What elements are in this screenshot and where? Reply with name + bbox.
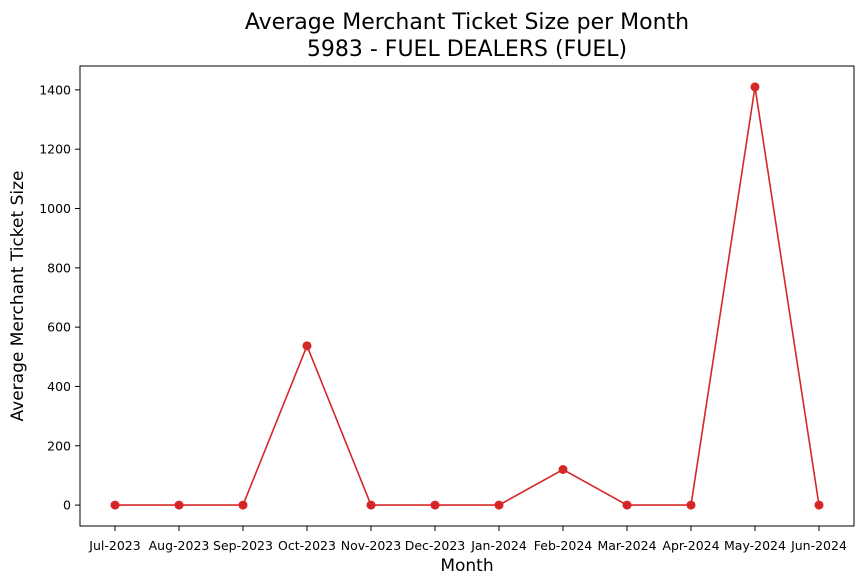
x-tick-label: Jul-2023 (88, 538, 140, 553)
y-tick-label: 1000 (39, 201, 71, 216)
x-tick-label: May-2024 (724, 538, 786, 553)
chart-title: Average Merchant Ticket Size per Month (245, 10, 689, 35)
data-point (814, 500, 824, 510)
x-tick-label: Apr-2024 (662, 538, 719, 553)
y-tick-label: 600 (47, 320, 71, 335)
data-point (110, 500, 120, 510)
data-point (558, 465, 568, 475)
x-tick-label: Feb-2024 (534, 538, 593, 553)
data-point (174, 500, 184, 510)
y-tick-label: 0 (63, 498, 71, 513)
x-tick-label: Oct-2023 (278, 538, 336, 553)
data-point (302, 341, 312, 351)
data-point (686, 500, 696, 510)
x-axis: Jul-2023 Aug-2023 Sep-2023 Oct-2023 Nov-2023… (88, 526, 847, 553)
series-line (115, 86, 820, 506)
x-tick-label: Jun-2024 (790, 538, 847, 553)
data-point (366, 500, 376, 510)
y-tick-label: 200 (47, 438, 71, 453)
data-point (430, 500, 440, 510)
x-tick-label: Sep-2023 (213, 538, 273, 553)
x-axis-label: Month (440, 556, 493, 576)
y-axis-label: Average Merchant Ticket Size (8, 171, 28, 422)
chart-subtitle: 5983 - FUEL DEALERS (FUEL) (307, 37, 627, 62)
y-tick-label: 800 (47, 260, 71, 275)
y-tick-label: 1200 (39, 142, 71, 157)
x-tick-label: Mar-2024 (597, 538, 656, 553)
x-tick-label: Nov-2023 (341, 538, 401, 553)
y-axis: 0 200 400 600 800 1000 1200 1400 (39, 82, 80, 513)
data-point (494, 500, 504, 510)
x-tick-label: Dec-2023 (405, 538, 466, 553)
x-tick-label: Jan-2024 (470, 538, 527, 553)
y-tick-label: 1400 (39, 82, 71, 97)
x-tick-label: Aug-2023 (149, 538, 210, 553)
data-point (238, 500, 248, 510)
y-tick-label: 400 (47, 379, 71, 394)
data-point (622, 500, 632, 510)
series-layer (110, 82, 824, 510)
plot-area-frame (79, 65, 855, 527)
data-point (750, 82, 760, 92)
